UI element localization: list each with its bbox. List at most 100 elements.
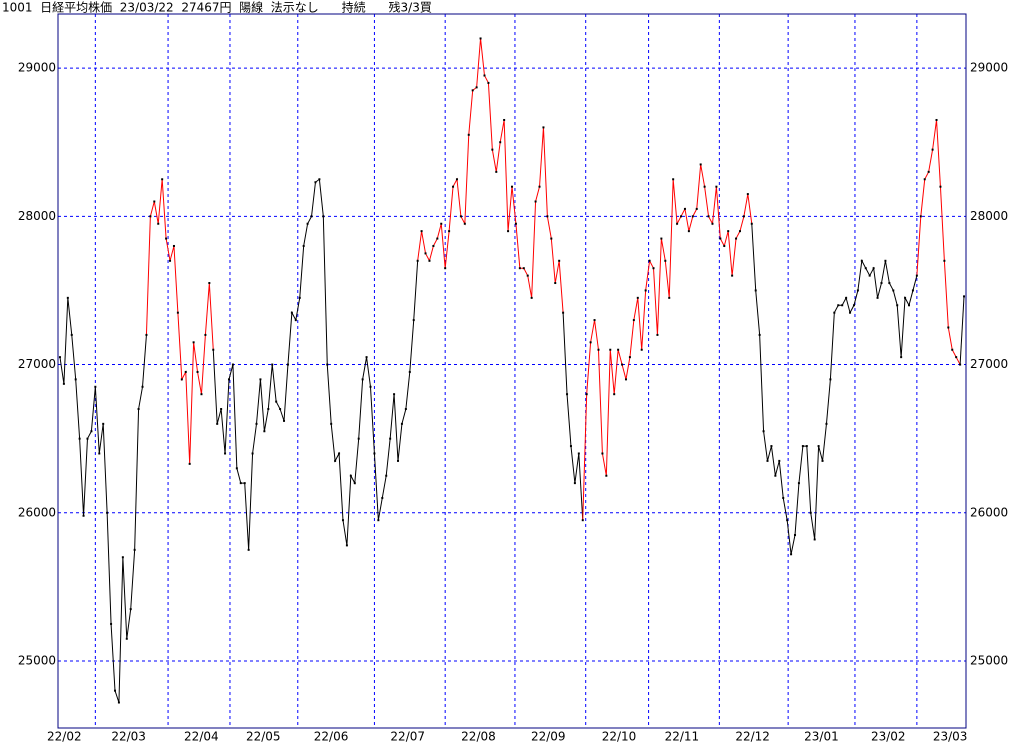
price-marker — [78, 437, 81, 440]
price-marker — [573, 482, 576, 485]
price-marker — [911, 289, 914, 292]
price-marker — [935, 118, 938, 121]
price-line — [145, 179, 214, 464]
price-marker — [680, 215, 683, 218]
price-marker — [868, 274, 871, 277]
price-marker — [149, 215, 152, 218]
price-marker — [397, 459, 400, 462]
price-marker — [711, 222, 714, 225]
price-marker — [546, 215, 549, 218]
price-marker — [381, 496, 384, 499]
price-marker — [703, 185, 706, 188]
price-marker — [589, 341, 592, 344]
price-marker — [330, 422, 333, 425]
price-marker — [841, 304, 844, 307]
price-marker — [562, 311, 565, 314]
y-tick-label: 25000 — [18, 654, 56, 668]
price-marker — [636, 296, 639, 299]
price-marker — [499, 141, 502, 144]
y-tick-label-right: 27000 — [970, 357, 1008, 371]
price-marker — [377, 519, 380, 522]
price-marker — [750, 222, 753, 225]
price-marker — [892, 289, 895, 292]
price-marker — [723, 244, 726, 247]
price-marker — [349, 474, 352, 477]
price-marker — [782, 496, 785, 499]
price-marker — [876, 296, 879, 299]
price-marker — [416, 259, 419, 262]
price-marker — [220, 408, 223, 411]
price-marker — [542, 126, 545, 129]
price-line — [562, 312, 584, 521]
price-marker — [338, 452, 341, 455]
y-tick-label: 28000 — [18, 209, 56, 223]
price-marker — [172, 244, 175, 247]
y-tick-label-right: 28000 — [970, 209, 1008, 223]
price-marker — [605, 474, 608, 477]
chart-title: 1001 日経平均株価 23/03/22 27467円 陽線 法示なし 持続 残… — [2, 0, 432, 15]
x-tick-label: 22/12 — [735, 730, 770, 744]
price-marker — [511, 185, 513, 188]
price-marker — [609, 348, 612, 351]
price-marker — [770, 445, 773, 448]
x-tick-label: 22/05 — [246, 730, 281, 744]
price-marker — [231, 363, 234, 366]
price-marker — [852, 304, 855, 307]
price-marker — [742, 215, 745, 218]
price-marker — [652, 267, 655, 270]
price-marker — [621, 363, 624, 366]
price-marker — [959, 363, 962, 366]
price-marker — [353, 482, 356, 485]
price-marker — [687, 230, 690, 233]
price-marker — [184, 370, 187, 373]
price-marker — [558, 259, 561, 262]
price-marker — [880, 282, 883, 285]
price-marker — [821, 459, 824, 462]
price-marker — [707, 215, 710, 218]
price-marker — [86, 437, 89, 440]
price-marker — [758, 333, 761, 336]
price-marker — [872, 267, 875, 270]
price-marker — [389, 437, 392, 440]
price-marker — [448, 230, 451, 233]
price-marker — [931, 148, 934, 151]
price-marker — [141, 385, 144, 388]
price-marker — [393, 393, 396, 396]
price-marker — [491, 148, 494, 151]
price-marker — [715, 185, 718, 188]
price-marker — [919, 215, 922, 218]
price-marker — [884, 259, 887, 262]
price-marker — [908, 304, 911, 307]
price-marker — [640, 348, 643, 351]
price-marker — [837, 304, 840, 307]
price-marker — [530, 296, 533, 299]
x-tick-label: 23/01 — [804, 730, 839, 744]
y-tick-label: 27000 — [18, 357, 56, 371]
price-marker — [569, 445, 572, 448]
price-marker — [153, 200, 156, 203]
price-marker — [369, 385, 372, 388]
price-marker — [74, 378, 77, 381]
price-marker — [554, 282, 557, 285]
price-marker — [259, 378, 262, 381]
price-marker — [735, 237, 738, 240]
x-tick-label: 22/11 — [665, 730, 700, 744]
price-marker — [157, 222, 160, 225]
price-marker — [314, 181, 317, 184]
price-marker — [738, 230, 741, 233]
price-marker — [503, 118, 506, 121]
price-marker — [94, 385, 97, 388]
price-marker — [495, 170, 498, 173]
price-marker — [825, 422, 828, 425]
price-marker — [467, 133, 470, 136]
price-marker — [797, 482, 800, 485]
price-marker — [290, 311, 293, 314]
y-tick-label-right: 29000 — [970, 61, 1008, 75]
price-marker — [829, 378, 832, 381]
y-tick-label: 29000 — [18, 61, 56, 75]
price-marker — [188, 462, 191, 465]
price-marker — [58, 356, 61, 359]
price-marker — [322, 215, 325, 218]
price-marker — [204, 333, 207, 336]
